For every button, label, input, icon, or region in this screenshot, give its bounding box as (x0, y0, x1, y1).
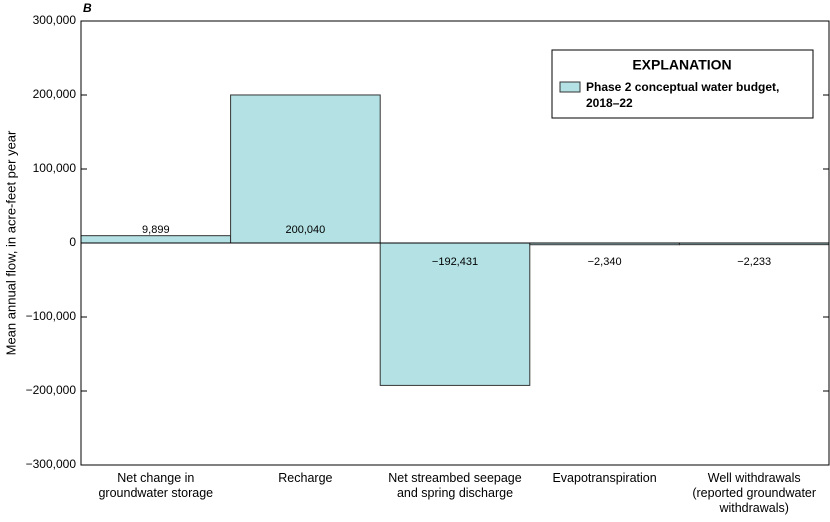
legend-title: EXPLANATION (632, 57, 731, 73)
y-tick-label: −300,000 (26, 457, 77, 471)
x-tick-label: Recharge (278, 471, 333, 485)
x-tick-label: Net streambed seepage and spring dischar… (388, 471, 522, 500)
bar (80, 235, 232, 244)
value-label: −192,431 (432, 256, 478, 268)
y-tick-label: 0 (69, 235, 76, 249)
bar (379, 242, 531, 386)
panel-label: B (83, 1, 92, 15)
value-label: 200,040 (286, 224, 326, 236)
value-label: 9,899 (142, 224, 170, 236)
plot-frame (80, 20, 830, 466)
y-tick-label: 300,000 (33, 13, 77, 27)
y-axis-label: Mean annual flow, in acre-feet per year (3, 130, 18, 355)
y-tick-label: 100,000 (33, 161, 77, 175)
legend-box (551, 49, 814, 119)
y-tick-label: −200,000 (26, 383, 77, 397)
x-tick-label: Well withdrawals (reported groundwater w… (692, 471, 817, 515)
value-label: −2,340 (588, 256, 622, 268)
y-tick-label: 200,000 (33, 87, 77, 101)
bar (230, 94, 381, 244)
y-tick-label: −100,000 (26, 309, 77, 323)
x-tick-label: Evapotranspiration (552, 471, 657, 485)
x-tick-label: Net change in groundwater storage (98, 471, 214, 500)
legend-swatch (559, 81, 581, 93)
legend-label: Phase 2 conceptual water budget, 2018–22 (586, 80, 780, 110)
value-label: −2,233 (737, 256, 771, 268)
